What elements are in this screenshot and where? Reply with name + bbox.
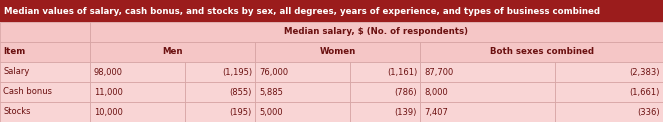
Text: 7,407: 7,407 [424,107,448,117]
Bar [0,42,90,62]
Text: Men: Men [162,47,183,56]
Bar [0,102,90,122]
Text: 5,000: 5,000 [259,107,282,117]
Text: 76,000: 76,000 [259,67,288,76]
Text: Stocks: Stocks [3,107,30,117]
Bar [255,102,350,122]
Text: (195): (195) [230,107,252,117]
Text: Women: Women [320,47,355,56]
Text: (1,661): (1,661) [630,87,660,97]
Text: (336): (336) [637,107,660,117]
Bar [420,62,555,82]
Bar [90,62,185,82]
Text: Salary: Salary [3,67,29,76]
Text: Both sexes combined: Both sexes combined [489,47,593,56]
Text: 11,000: 11,000 [94,87,123,97]
Text: Median values of salary, cash bonus, and stocks by sex, all degrees, years of ex: Median values of salary, cash bonus, and… [4,6,600,15]
Text: Item: Item [3,47,25,56]
Text: (1,161): (1,161) [387,67,417,76]
Text: Median salary, $ (No. of respondents): Median salary, $ (No. of respondents) [284,27,469,36]
Text: (139): (139) [394,107,417,117]
Bar [350,102,420,122]
Bar [350,82,420,102]
Bar [0,0,663,22]
Text: Cash bonus: Cash bonus [3,87,52,97]
Bar [255,82,350,102]
Bar [255,62,350,82]
Bar [0,62,90,82]
Text: 98,000: 98,000 [94,67,123,76]
Bar [255,42,420,62]
Text: (855): (855) [229,87,252,97]
Bar [420,42,663,62]
Bar [555,82,663,102]
Bar [90,82,185,102]
Bar [90,22,663,42]
Text: (1,195): (1,195) [222,67,252,76]
Bar [90,42,255,62]
Bar [185,62,255,82]
Bar [90,102,185,122]
Bar [185,102,255,122]
Text: 10,000: 10,000 [94,107,123,117]
Bar [0,82,90,102]
Text: (786): (786) [394,87,417,97]
Bar [555,102,663,122]
Bar [0,22,90,42]
Bar [350,62,420,82]
Text: (2,383): (2,383) [629,67,660,76]
Bar [185,82,255,102]
Text: 5,885: 5,885 [259,87,283,97]
Text: 87,700: 87,700 [424,67,453,76]
Bar [555,62,663,82]
Bar [420,82,555,102]
Text: 8,000: 8,000 [424,87,448,97]
Bar [420,102,555,122]
